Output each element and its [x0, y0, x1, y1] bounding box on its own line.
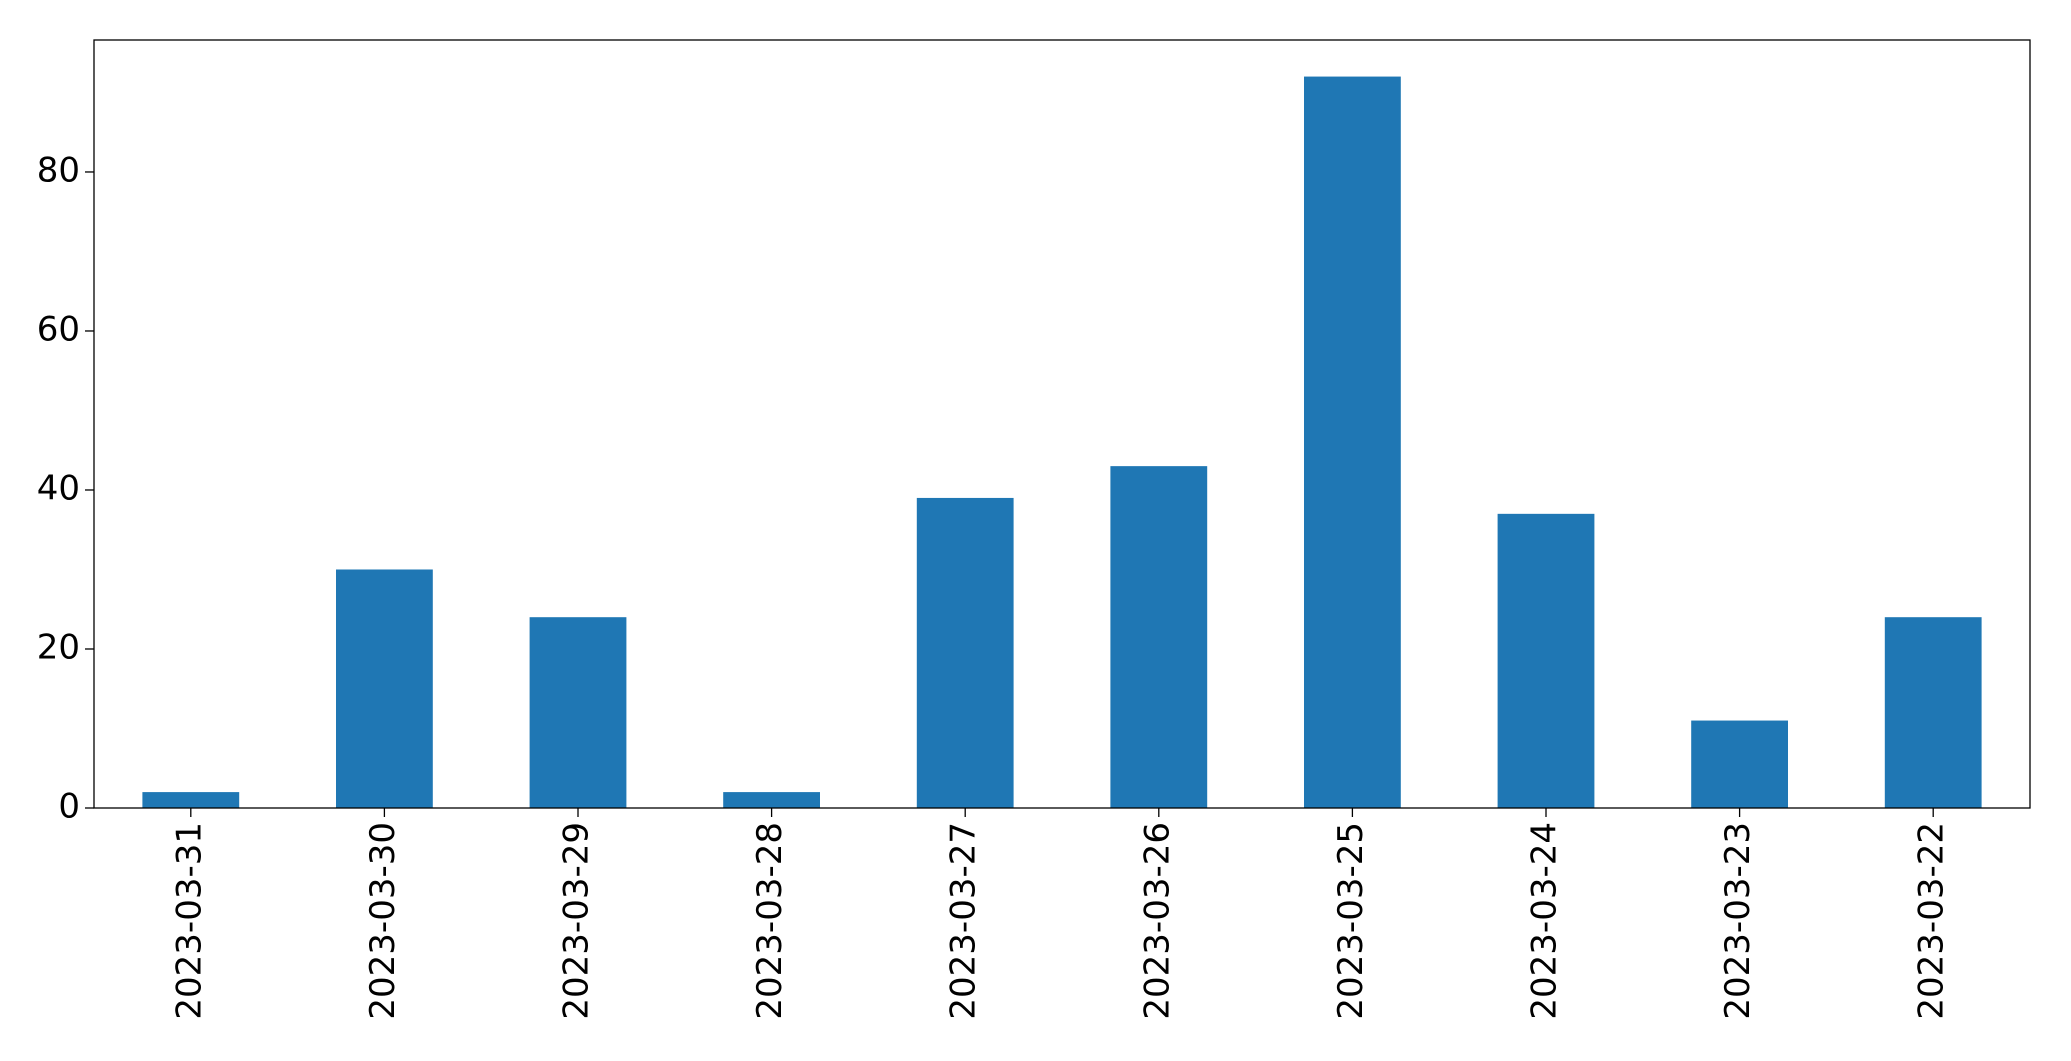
bar: [336, 569, 433, 808]
x-tick-label: 2023-03-24: [1525, 822, 1565, 1020]
y-tick-label: 20: [37, 627, 80, 667]
x-tick-label: 2023-03-27: [944, 822, 984, 1020]
bar: [1691, 720, 1788, 808]
bar: [723, 792, 820, 808]
bar: [1884, 617, 1982, 808]
x-tick-label: 2023-03-26: [1137, 822, 1177, 1020]
y-tick-label: 0: [58, 787, 80, 827]
y-tick-label: 80: [37, 150, 80, 190]
y-tick-label: 40: [37, 468, 80, 508]
plot-frame: [93, 39, 2031, 809]
y-tick-label: 60: [37, 309, 80, 349]
bar: [916, 497, 1014, 808]
x-tick-label: 2023-03-23: [1718, 822, 1758, 1020]
x-tick-label: 2023-03-25: [1331, 822, 1371, 1020]
x-tick-label: 2023-03-28: [750, 822, 790, 1020]
x-tick-label: 2023-03-30: [363, 822, 403, 1020]
x-tick-label: 2023-03-31: [169, 822, 209, 1020]
x-tick-label: 2023-03-29: [557, 822, 597, 1020]
bar: [142, 792, 240, 808]
bar: [1304, 76, 1401, 809]
x-tick-label: 2023-03-22: [1912, 822, 1952, 1020]
bar: [1110, 466, 1208, 808]
bar: [529, 617, 627, 808]
bar: [1497, 513, 1595, 808]
